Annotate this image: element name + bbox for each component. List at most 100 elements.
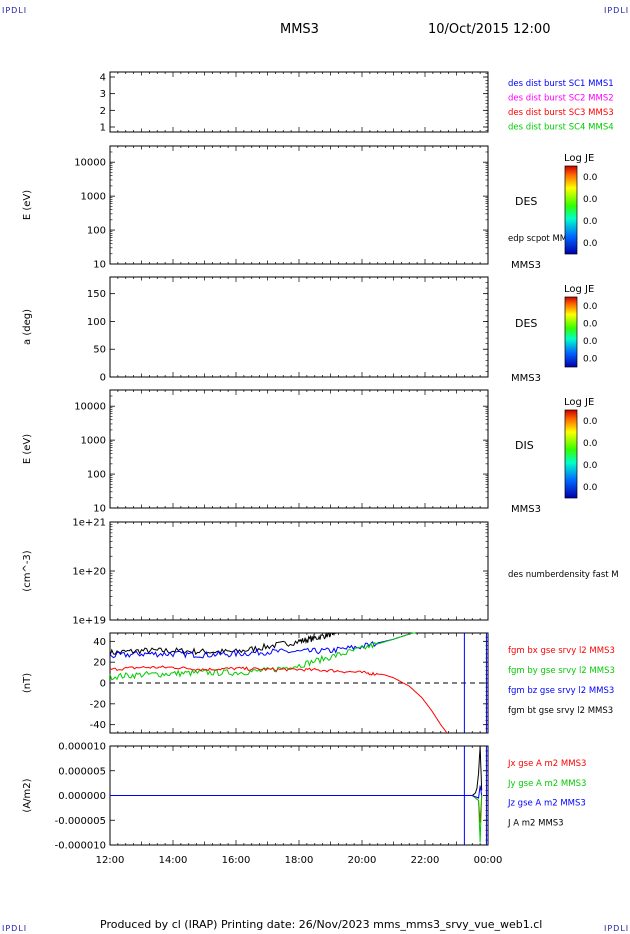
y-tick-label: 4 [100,73,106,84]
y-tick-label: 1e+19 [72,616,106,627]
x-tick-label: 22:00 [411,855,440,866]
panel-side-label: DIS [515,439,534,452]
y-axis-label: (cm^-3) [22,550,33,591]
y-tick-label: 10000 [74,402,106,413]
y-tick-label: 150 [87,289,106,300]
colorbar-tick-label: 0.0 [583,354,598,364]
legend-entry: des dist burst SC3 MMS3 [508,108,614,118]
series-line [110,785,483,799]
corner-label-tl: IPDLI [2,6,28,15]
y-tick-label: 3 [100,89,106,100]
colorbar-tick-label: 0.0 [583,337,598,347]
colorbar-tick-label: 0.0 [583,195,598,205]
y-tick-label: 20 [93,658,106,669]
x-tick-label: 00:00 [474,855,503,866]
x-tick-label: 12:00 [96,855,125,866]
legend-entry: fgm bt gse srvy l2 MMS3 [508,706,613,716]
colorbar-tick-label: 0.0 [583,217,598,227]
legend-entry: Jz gse A m2 MMS3 [507,799,586,809]
y-tick-label: 100 [87,470,106,481]
y-tick-label: 1e+20 [72,567,106,578]
y-tick-label: -0.000010 [55,841,106,852]
y-tick-label: -40 [90,720,106,731]
colorbar-tick-label: 0.0 [583,239,598,249]
panel-side-label: DES [515,317,537,330]
x-tick-label: 14:00 [159,855,188,866]
colorbar-title: Log JE [564,153,594,164]
y-tick-label: 1000 [81,436,106,447]
y-tick-label: 2 [100,106,106,117]
y-tick-label: 0.000000 [58,791,106,802]
corner-label-bl: IPDLI [2,924,28,933]
y-tick-label: -20 [90,699,106,710]
colorbar-tick-label: 0.0 [583,439,598,449]
series-line [110,745,483,796]
y-tick-label: 1000 [81,192,106,203]
spacecraft-title: MMS3 [280,22,319,37]
series-line [109,665,448,734]
colorbar-tick-label: 0.0 [583,319,598,329]
panel-side-label: MMS3 [511,373,541,384]
y-tick-label: -0.000005 [55,816,106,827]
colorbar-title: Log JE [564,284,594,295]
legend-entry: des dist burst SC1 MMS1 [508,79,614,89]
series-line [110,795,483,843]
legend-entry: Jx gse A m2 MMS3 [507,759,586,769]
panel-frame [109,389,489,509]
y-tick-label: 1e+21 [72,518,106,529]
legend-entry: des dist burst SC4 MMS4 [508,123,614,133]
datetime-title: 10/Oct/2015 12:00 [428,22,551,37]
colorbar-tick-label: 0.0 [583,302,598,312]
y-tick-label: 50 [93,345,106,356]
series-line [109,632,337,657]
panel-frame [109,145,489,265]
y-tick-label: 10000 [74,158,106,169]
x-tick-label: 16:00 [222,855,251,866]
colorbar [564,296,578,368]
corner-label-tr: IPDLI [604,6,630,15]
y-axis-label: (nT) [22,673,33,693]
y-axis-label: a (deg) [22,309,33,345]
footer-text: Produced by cl (IRAP) Printing date: 26/… [100,918,543,931]
y-axis-label: (A/m2) [22,778,33,812]
legend-entry: fgm bx gse srvy l2 MMS3 [508,646,615,656]
y-tick-label: 1 [100,123,106,134]
colorbar-tick-label: 0.0 [583,173,598,183]
panel-side-label: DES [515,195,537,208]
series-line [109,632,416,659]
colorbar-tick-label: 0.0 [583,417,598,427]
y-tick-label: 100 [87,317,106,328]
panel-side-label: MMS3 [511,260,541,271]
x-tick-label: 20:00 [348,855,377,866]
y-tick-label: 100 [87,226,106,237]
y-tick-label: 0 [100,373,106,384]
panel-frame [109,71,489,133]
legend-entry: J A m2 MMS3 [507,818,564,828]
y-tick-label: 40 [93,637,106,648]
legend-entry: fgm by gse srvy l2 MMS3 [508,666,615,676]
y-tick-label: 0.000010 [58,742,106,753]
x-tick-label: 18:00 [285,855,314,866]
corner-label-br: IPDLI [604,924,630,933]
legend-entry: Jy gse A m2 MMS3 [507,779,586,789]
y-tick-label: 10 [93,260,106,271]
series-line [110,795,483,823]
panel-side-label: MMS3 [511,504,541,515]
colorbar-tick-label: 0.0 [583,461,598,471]
y-axis-label: E (eV) [22,190,33,220]
y-axis-label: E (eV) [22,434,33,464]
legend-entry: fgm bz gse srvy l2 MMS3 [508,686,614,696]
legend-entry: des dist burst SC2 MMS2 [508,94,614,104]
panel-side-label: edp scpot MMS3 [508,234,578,244]
y-tick-label: 0 [100,679,106,690]
panel-frame [109,521,489,621]
colorbar [564,409,578,499]
colorbar-title: Log JE [564,397,594,408]
series-line [109,632,416,681]
y-tick-label: 10 [93,504,106,515]
y-tick-label: 0.000005 [58,766,106,777]
panel-frame [109,276,489,378]
panel-side-label: des numberdensity fast M [508,570,619,580]
colorbar [564,165,578,255]
